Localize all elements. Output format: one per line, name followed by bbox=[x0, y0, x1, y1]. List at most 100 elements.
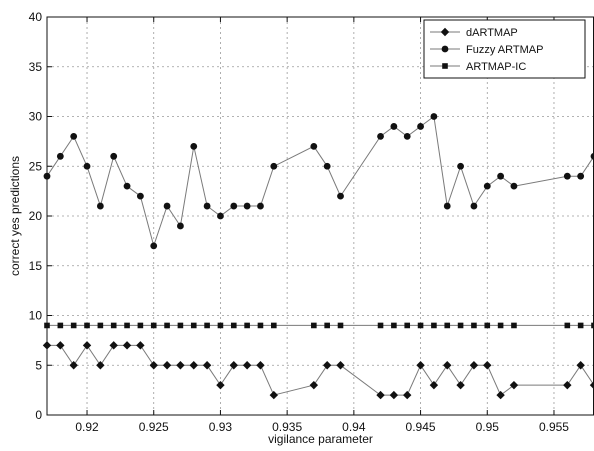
x-tick-label: 0.945 bbox=[406, 420, 436, 434]
data-point-artmap-ic bbox=[564, 322, 571, 329]
data-point-dartmap bbox=[96, 361, 105, 370]
data-point-fuzzy-artmap bbox=[497, 172, 505, 180]
data-point-fuzzy-artmap bbox=[203, 202, 211, 210]
data-point-artmap-ic bbox=[257, 322, 264, 329]
series-line-dartmap bbox=[47, 344, 594, 396]
data-point-artmap-ic bbox=[324, 322, 330, 329]
data-point-fuzzy-artmap bbox=[136, 192, 144, 200]
data-point-fuzzy-artmap bbox=[563, 172, 571, 180]
data-point-fuzzy-artmap bbox=[110, 152, 118, 160]
x-tick-label: 0.95 bbox=[476, 420, 500, 434]
data-point-fuzzy-artmap bbox=[70, 133, 78, 140]
data-point-fuzzy-artmap bbox=[230, 202, 238, 210]
data-point-dartmap bbox=[56, 341, 65, 350]
data-point-dartmap bbox=[82, 341, 92, 350]
data-point-artmap-ic bbox=[404, 322, 411, 329]
data-point-fuzzy-artmap bbox=[217, 212, 224, 220]
data-point-artmap-ic bbox=[311, 322, 317, 329]
data-point-dartmap bbox=[563, 380, 572, 390]
data-point-artmap-ic bbox=[70, 322, 77, 329]
legend-marker-fuzzy-artmap bbox=[441, 45, 449, 53]
y-tick-label: 10 bbox=[29, 309, 43, 323]
data-point-dartmap bbox=[483, 361, 492, 370]
data-point-fuzzy-artmap bbox=[457, 162, 464, 170]
series-artmap-ic bbox=[44, 322, 594, 329]
data-point-fuzzy-artmap bbox=[150, 242, 158, 250]
data-point-dartmap bbox=[69, 361, 78, 370]
data-point-fuzzy-artmap bbox=[390, 123, 398, 130]
data-point-artmap-ic bbox=[457, 322, 464, 329]
y-tick-label: 5 bbox=[35, 358, 42, 372]
series-fuzzy-artmap bbox=[43, 113, 594, 250]
data-point-dartmap bbox=[576, 361, 585, 370]
data-point-artmap-ic bbox=[164, 322, 170, 329]
legend-entry-artmap-ic: ARTMAP-IC bbox=[430, 61, 526, 73]
data-point-artmap-ic bbox=[577, 322, 584, 329]
data-point-dartmap bbox=[429, 380, 439, 390]
data-point-fuzzy-artmap bbox=[470, 202, 478, 210]
data-point-dartmap bbox=[416, 361, 425, 370]
data-point-dartmap bbox=[162, 361, 172, 370]
data-point-fuzzy-artmap bbox=[430, 113, 438, 120]
series-dartmap bbox=[42, 341, 594, 400]
data-point-fuzzy-artmap bbox=[443, 202, 451, 210]
data-point-fuzzy-artmap bbox=[56, 152, 64, 160]
x-tick-label: 0.94 bbox=[342, 420, 366, 434]
series-line-fuzzy-artmap bbox=[46, 115, 594, 248]
data-point-fuzzy-artmap bbox=[243, 202, 251, 210]
data-point-artmap-ic bbox=[391, 322, 397, 329]
data-point-dartmap bbox=[322, 361, 332, 370]
legend-items: dARTMAP Fuzzy ARTMAP ARTMAP-IC bbox=[430, 27, 543, 73]
data-point-dartmap bbox=[376, 390, 385, 400]
y-tick-label: 20 bbox=[29, 209, 43, 223]
legend-label: Fuzzy ARTMAP bbox=[466, 44, 543, 56]
data-point-artmap-ic bbox=[444, 322, 451, 329]
data-point-artmap-ic bbox=[244, 322, 250, 329]
data-point-fuzzy-artmap bbox=[96, 202, 104, 210]
legend-marker-artmap-ic bbox=[442, 63, 448, 69]
x-tick-label: 0.93 bbox=[209, 420, 233, 434]
data-point-artmap-ic bbox=[497, 322, 504, 329]
y-tick-label: 35 bbox=[29, 60, 43, 74]
data-point-artmap-ic bbox=[337, 322, 344, 329]
data-point-fuzzy-artmap bbox=[337, 192, 344, 200]
x-tick-label: 0.92 bbox=[75, 420, 99, 434]
data-point-artmap-ic bbox=[204, 322, 210, 329]
data-point-artmap-ic bbox=[230, 322, 237, 329]
data-point-fuzzy-artmap bbox=[323, 162, 331, 170]
legend-entry-fuzzy-artmap: Fuzzy ARTMAP bbox=[430, 44, 543, 56]
data-point-dartmap bbox=[136, 341, 145, 350]
data-point-artmap-ic bbox=[137, 322, 144, 329]
x-tick-label: 0.925 bbox=[139, 420, 169, 434]
x-axis-label: vigilance parameter bbox=[268, 432, 373, 446]
data-point-artmap-ic bbox=[150, 322, 157, 329]
y-tick-label: 15 bbox=[29, 259, 43, 273]
data-point-fuzzy-artmap bbox=[417, 123, 424, 130]
data-point-dartmap bbox=[229, 361, 238, 370]
data-point-artmap-ic bbox=[271, 322, 277, 329]
data-point-dartmap bbox=[509, 380, 519, 390]
x-tick-label: 0.955 bbox=[539, 420, 569, 434]
x-tick-label: 0.935 bbox=[272, 420, 302, 434]
data-point-fuzzy-artmap bbox=[190, 142, 198, 150]
legend: dARTMAP Fuzzy ARTMAP ARTMAP-IC bbox=[423, 19, 586, 79]
data-point-artmap-ic bbox=[177, 322, 184, 329]
data-point-fuzzy-artmap bbox=[310, 142, 318, 150]
data-point-dartmap bbox=[336, 361, 345, 370]
data-point-artmap-ic bbox=[431, 322, 437, 329]
data-point-dartmap bbox=[589, 380, 594, 390]
legend-marker-dartmap bbox=[440, 27, 450, 37]
legend-entry-dartmap: dARTMAP bbox=[430, 27, 518, 39]
data-point-dartmap bbox=[389, 390, 399, 400]
data-point-dartmap bbox=[176, 361, 185, 370]
y-tick-label: 25 bbox=[29, 159, 43, 173]
data-point-fuzzy-artmap bbox=[257, 202, 264, 210]
data-point-artmap-ic bbox=[591, 322, 594, 329]
data-point-fuzzy-artmap bbox=[83, 162, 91, 170]
data-point-fuzzy-artmap bbox=[177, 222, 184, 230]
series-layer bbox=[42, 113, 594, 400]
data-point-artmap-ic bbox=[84, 322, 90, 329]
data-point-dartmap bbox=[109, 341, 118, 350]
data-point-artmap-ic bbox=[377, 322, 384, 329]
